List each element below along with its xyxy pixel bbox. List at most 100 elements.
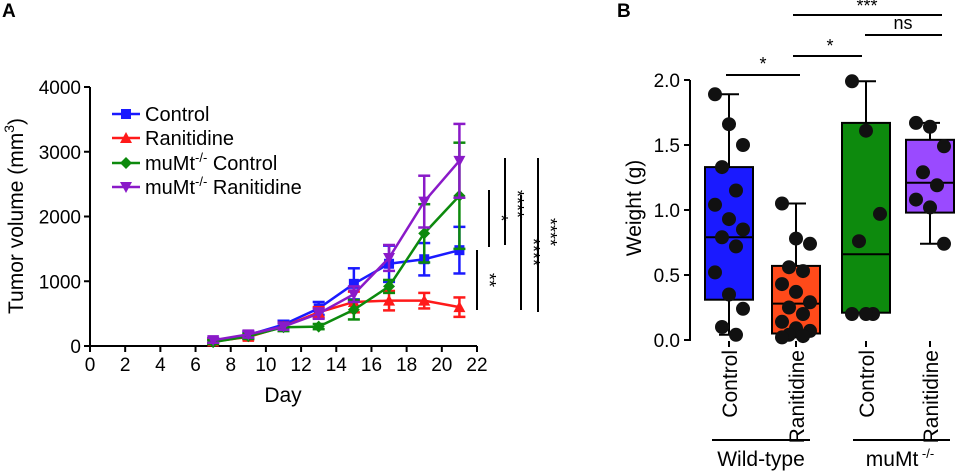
- data-point: [242, 329, 255, 341]
- comparison-label-1: *: [759, 54, 766, 74]
- data-point: [796, 329, 810, 344]
- a-legend: Control Ranitidine muMt-/- Control muMt-…: [112, 104, 302, 199]
- group-label-mumt: muMt -/-: [866, 446, 934, 471]
- series-control: [207, 225, 466, 346]
- data-point: [348, 278, 359, 289]
- data-point: [775, 196, 789, 211]
- a-x-tick-label: 0: [85, 355, 96, 376]
- legend-label-ranitidine: Ranitidine: [145, 128, 234, 150]
- data-point: [873, 206, 887, 221]
- data-point: [383, 280, 396, 293]
- b-x-tick-label: Control: [856, 350, 879, 418]
- data-point: [708, 265, 722, 280]
- diamond-marker-icon: [120, 157, 132, 169]
- a-x-tick-label: 6: [190, 355, 201, 376]
- sig-label-5: ****: [540, 218, 560, 246]
- data-point: [803, 236, 817, 251]
- data-point: [729, 239, 743, 254]
- legend-item-mumt-ranitidine: muMt-/- Ranitidine: [112, 174, 302, 199]
- data-point: [312, 320, 325, 333]
- data-point: [383, 252, 396, 264]
- legend-item-control: Control: [112, 104, 209, 126]
- a-y-tick-label: 2000: [39, 208, 81, 229]
- a-x-tick-label: 14: [326, 355, 348, 376]
- data-point: [930, 178, 944, 193]
- data-point: [937, 236, 951, 251]
- data-point: [775, 277, 789, 292]
- b-x-tick-label: Ranitidine: [920, 350, 943, 443]
- data-point: [775, 330, 789, 345]
- data-point: [845, 74, 859, 89]
- a-x-tick-label: 8: [225, 355, 236, 376]
- data-point: [736, 222, 750, 237]
- box-group-1: [771, 196, 821, 345]
- legend-label-mumt-ranitidine-name: muMt: [145, 177, 195, 199]
- data-point: [775, 314, 789, 329]
- data-point: [715, 230, 729, 245]
- data-point: [453, 155, 466, 167]
- legend-label-mumt-control-rest: Control: [207, 153, 277, 175]
- legend-label-mumt-control-name: muMt: [145, 153, 195, 175]
- comparison-label-2: *: [826, 36, 833, 56]
- data-point: [803, 295, 817, 310]
- legend-label-mumt-control-sup: -/-: [195, 150, 207, 165]
- a-y-label-sup: 3: [1, 125, 17, 133]
- data-point: [418, 294, 431, 306]
- a-x-tick-label: 20: [431, 355, 452, 376]
- data-point: [453, 301, 466, 313]
- data-point: [207, 335, 220, 347]
- data-point: [736, 138, 750, 152]
- data-point: [418, 227, 431, 240]
- sig-label-1: **: [479, 273, 499, 287]
- series-line-mumt-ranitidine: [212, 159, 461, 342]
- data-point: [729, 327, 743, 342]
- data-point: [729, 183, 743, 198]
- data-point: [736, 301, 750, 316]
- box-chart-b: 0.0 0.5 1.0 1.5 2.0 Weight (g) Control Raniti…: [623, 0, 955, 471]
- a-y-label: Tumor volume (mm3): [1, 118, 28, 314]
- a-x-tick-label: 12: [291, 355, 312, 376]
- data-point: [722, 287, 736, 302]
- data-point: [708, 87, 722, 102]
- legend-label-mumt-ranitidine-sup: -/-: [195, 174, 207, 189]
- group-label-mumt-sup: -/-: [918, 446, 934, 461]
- data-point: [909, 192, 923, 207]
- b-x-tick-label: Ranitidine: [786, 350, 809, 443]
- sig-label-3: ****: [507, 190, 527, 218]
- b-y-label: Weight (g): [623, 160, 646, 256]
- b-x-tick-label: Control: [719, 350, 742, 418]
- triangle-down-marker-icon: [120, 182, 132, 193]
- data-point: [347, 303, 360, 316]
- a-x-tick-label: 2: [120, 355, 131, 376]
- square-marker-icon: [121, 109, 131, 119]
- comparison-label-3: ns: [893, 13, 912, 33]
- panel-b-label: B: [617, 1, 631, 22]
- data-point: [859, 307, 873, 321]
- legend-label-mumt-control: muMt-/- Control: [145, 150, 277, 175]
- b-comparisons: * * ns ***: [726, 0, 942, 76]
- data-point: [796, 264, 810, 279]
- legend-label-control: Control: [145, 104, 209, 126]
- data-point: [454, 245, 465, 256]
- data-point: [789, 231, 803, 246]
- legend-label-mumt-ranitidine-rest: Ranitidine: [207, 177, 302, 199]
- comparison-label-4: ***: [856, 0, 877, 16]
- data-point: [923, 119, 937, 134]
- b-y-tick-label: 1.0: [654, 201, 680, 222]
- data-point: [722, 117, 736, 132]
- box-group-3: [905, 115, 955, 251]
- a-y-tick-label: 3000: [39, 143, 81, 164]
- a-x-tick-label: 4: [155, 355, 166, 376]
- legend-item-mumt-control: muMt-/- Control: [112, 150, 277, 175]
- a-y-tick-label: 0: [70, 337, 81, 358]
- data-point: [909, 115, 923, 130]
- a-y-tick-label: 1000: [39, 272, 81, 293]
- b-y-tick-label: 1.5: [654, 136, 680, 157]
- sig-label-2: *: [491, 214, 511, 221]
- data-point: [715, 160, 729, 175]
- data-point: [418, 196, 431, 208]
- data-point: [312, 308, 325, 320]
- a-y-label-main: Tumor volume (mm: [5, 133, 28, 314]
- data-point: [715, 320, 729, 334]
